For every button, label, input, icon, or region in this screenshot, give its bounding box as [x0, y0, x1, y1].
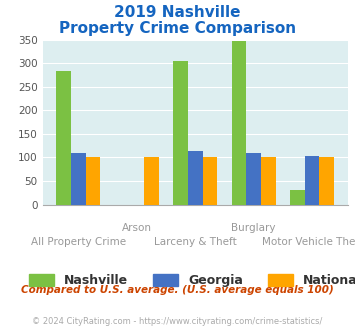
Text: Larceny & Theft: Larceny & Theft: [154, 237, 237, 247]
Bar: [232, 41, 246, 205]
Bar: [305, 156, 320, 205]
Text: Property Crime Comparison: Property Crime Comparison: [59, 21, 296, 36]
Bar: [144, 157, 159, 205]
Bar: [320, 157, 334, 205]
Text: All Property Crime: All Property Crime: [31, 237, 126, 247]
Text: Motor Vehicle Theft: Motor Vehicle Theft: [262, 237, 355, 247]
Bar: [290, 190, 305, 205]
Text: © 2024 CityRating.com - https://www.cityrating.com/crime-statistics/: © 2024 CityRating.com - https://www.city…: [32, 317, 323, 326]
Bar: [173, 61, 188, 205]
Bar: [56, 71, 71, 205]
Text: Burglary: Burglary: [231, 223, 276, 233]
Bar: [86, 157, 100, 205]
Text: Compared to U.S. average. (U.S. average equals 100): Compared to U.S. average. (U.S. average …: [21, 285, 334, 295]
Bar: [261, 157, 275, 205]
Bar: [246, 153, 261, 205]
Text: 2019 Nashville: 2019 Nashville: [114, 5, 241, 20]
Bar: [71, 153, 86, 205]
Bar: [203, 157, 217, 205]
Text: Arson: Arson: [122, 223, 152, 233]
Legend: Nashville, Georgia, National: Nashville, Georgia, National: [29, 274, 355, 287]
Bar: [188, 151, 203, 205]
